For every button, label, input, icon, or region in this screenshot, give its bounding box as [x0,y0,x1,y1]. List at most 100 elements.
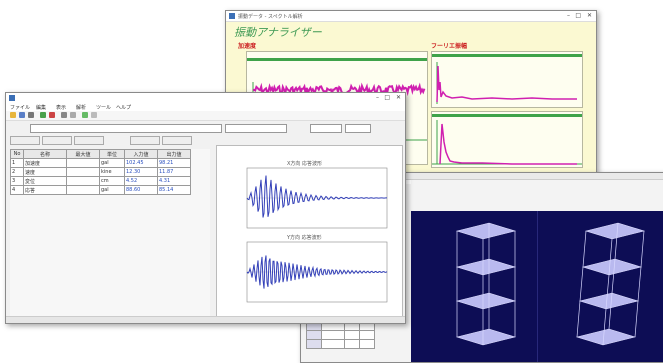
frame-column [579,266,584,302]
settings-icon[interactable] [61,112,67,118]
cell [66,176,100,186]
graph-area: X方向 応答波形 Y方向 応答波形 [216,145,403,321]
range-field[interactable] [345,124,371,133]
graph2-title: Y方向 応答波形 [287,235,322,241]
cell: 102.45 [124,158,158,168]
cell: 12.30 [124,167,158,177]
cell: 加速度 [23,158,67,168]
viewer-legend-table [306,321,375,349]
toolbar [6,111,405,121]
close-button[interactable]: ✕ [395,94,401,101]
floor-slab [455,222,517,240]
table-row[interactable]: 1 加速度 gal 102.45 98.21 [10,158,191,168]
label-fourier: フーリエ振幅 [431,43,468,50]
button-row [10,136,210,145]
add-button[interactable] [74,136,104,145]
close-button[interactable]: ✕ [586,12,592,19]
panel-divider [247,58,427,61]
run-icon[interactable] [40,112,46,118]
frame-column [576,300,581,338]
cell: gal [99,158,125,168]
col-header-name[interactable]: 名称 [23,149,67,159]
table-header: No 名称 最大値 単位 入力値 出力値 [10,149,191,159]
floor-slab [455,328,517,346]
maximize-button[interactable]: □ [384,94,390,101]
frame-column [608,238,613,276]
cell: 1 [10,158,24,168]
cell: 4 [10,185,24,195]
cell: 4.31 [157,176,191,186]
clear-button[interactable] [162,136,192,145]
floor-slab [578,292,640,310]
cell: 2 [10,167,24,177]
table-row[interactable]: 4 応答 gal 88.60 85.14 [10,185,191,195]
floor-slab [584,222,646,240]
print-icon[interactable] [28,112,34,118]
floor-slab [455,292,517,310]
step-field[interactable] [310,124,342,133]
cell [66,158,100,168]
table-row[interactable]: 2 速度 kine 12.30 11.87 [10,167,191,177]
maximize-button[interactable]: □ [575,12,581,19]
frame-column [634,300,639,338]
frame-column [582,230,587,268]
minimize-button[interactable]: – [567,12,570,19]
save-icon[interactable] [19,112,25,118]
col-header-output[interactable]: 出力値 [157,149,191,159]
cell [66,185,100,195]
cell: 4.52 [124,176,158,186]
response-waveform-charts [246,167,388,303]
cell: 11.87 [157,167,191,177]
zoom-icon[interactable] [91,112,97,118]
menu-file[interactable]: ファイル [10,105,31,111]
panel-divider [432,114,582,117]
file-path-field[interactable] [30,124,222,133]
cell: 3 [10,176,24,186]
graph1-title: X方向 応答波形 [287,161,323,167]
spectrum-panel-bottom [431,111,583,168]
apply-button[interactable] [130,136,160,145]
menu-help[interactable]: ヘルプ [116,105,132,111]
cell: 速度 [23,167,67,177]
chart-icon[interactable] [70,112,76,118]
cell: kine [99,167,125,177]
stop-icon[interactable] [49,112,55,118]
export-icon[interactable] [82,112,88,118]
floor-slab [575,328,637,346]
frame-column [608,292,613,330]
view-divider [537,211,538,362]
menu-view[interactable]: 表示 [56,105,67,111]
fourier-spectrum-top [436,62,577,104]
label-acceleration: 加速度 [238,43,257,50]
cell: 85.14 [157,185,191,195]
menu-tools[interactable]: ツール [96,105,112,111]
minimize-button[interactable]: – [376,94,379,101]
spectrum-titlebar: 振動データ - スペクトル解析 – □ ✕ [226,11,596,22]
floor-slab [581,258,643,276]
structure-3d-view[interactable] [411,211,663,362]
col-header-input[interactable]: 入力値 [124,149,158,159]
menu-analysis[interactable]: 解析 [76,105,87,111]
floor-slab [455,258,517,276]
cell: 変位 [23,176,67,186]
structure-viewer-window [300,172,663,363]
data-table: No 名称 最大値 単位 入力値 出力値 1 加速度 gal 102.45 98… [10,149,191,195]
col-header-max[interactable]: 最大値 [66,149,100,159]
cell: 応答 [23,185,67,195]
open-icon[interactable] [10,112,16,118]
fourier-spectrum-bottom [432,120,582,165]
spectrum-panel-top [431,51,583,108]
col-header-no[interactable]: No [10,149,24,159]
load-button[interactable] [10,136,40,145]
table-row[interactable]: 3 変位 cm 4.52 4.31 [10,176,191,186]
col-header-unit[interactable]: 単位 [99,149,125,159]
parameter-row [10,124,400,133]
cell [66,167,100,177]
app-icon [229,13,235,19]
cell: 88.60 [124,185,158,195]
calc-button[interactable] [42,136,72,145]
case-select[interactable] [225,124,287,133]
frame-column [611,258,616,294]
app-icon [9,95,15,101]
menu-edit[interactable]: 編集 [36,105,47,111]
